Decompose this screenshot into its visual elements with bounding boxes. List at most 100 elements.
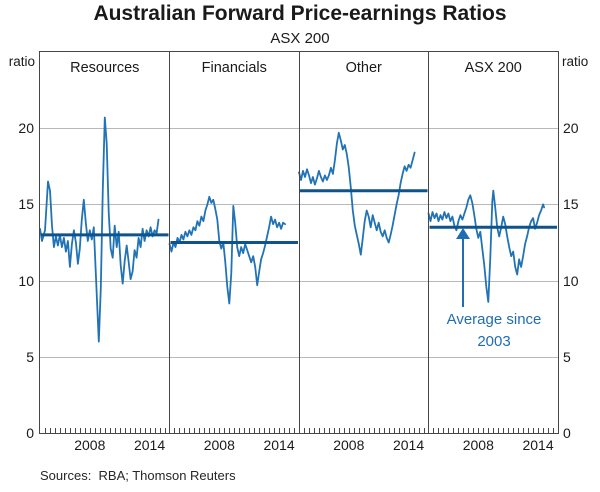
x-minor-tick bbox=[403, 428, 405, 433]
x-minor-tick bbox=[398, 428, 400, 433]
x-minor-tick bbox=[179, 428, 181, 433]
x-minor-tick bbox=[244, 428, 246, 433]
x-minor-tick bbox=[488, 428, 490, 433]
x-tick-label: 2008 bbox=[333, 437, 365, 453]
x-minor-tick bbox=[433, 428, 435, 433]
x-minor-tick bbox=[483, 428, 485, 433]
x-minor-tick bbox=[333, 428, 335, 433]
pe-series-resources bbox=[40, 116, 160, 343]
x-minor-tick bbox=[139, 428, 141, 433]
x-minor-tick bbox=[533, 428, 535, 433]
x-minor-tick bbox=[54, 428, 56, 433]
x-minor-tick bbox=[149, 428, 151, 433]
x-minor-tick bbox=[94, 428, 96, 433]
y-tick-label-right: 0 bbox=[563, 425, 571, 441]
x-minor-tick bbox=[503, 428, 505, 433]
x-minor-tick bbox=[69, 428, 71, 433]
x-minor-tick bbox=[493, 428, 495, 433]
x-minor-tick bbox=[234, 428, 236, 433]
x-minor-tick bbox=[308, 428, 310, 433]
x-minor-tick bbox=[443, 428, 445, 433]
x-minor-tick bbox=[229, 428, 231, 433]
x-minor-tick bbox=[473, 428, 475, 433]
x-minor-tick bbox=[348, 428, 350, 433]
pe-series-financials bbox=[168, 195, 287, 305]
x-minor-tick bbox=[538, 428, 540, 433]
panel-divider bbox=[169, 52, 170, 433]
x-minor-tick bbox=[89, 428, 91, 433]
x-minor-tick bbox=[373, 428, 375, 433]
sources-note: Sources: RBA; Thomson Reuters bbox=[40, 468, 236, 483]
x-minor-tick bbox=[303, 428, 305, 433]
x-minor-tick bbox=[543, 428, 545, 433]
x-minor-tick bbox=[64, 428, 66, 433]
x-minor-tick bbox=[318, 428, 320, 433]
x-minor-tick bbox=[209, 428, 211, 433]
x-minor-tick bbox=[438, 428, 440, 433]
x-tick-label: 2014 bbox=[133, 437, 166, 453]
x-minor-tick bbox=[279, 428, 281, 433]
x-minor-tick bbox=[523, 428, 525, 433]
x-minor-tick bbox=[368, 428, 370, 433]
average-annotation: Average since 2003 bbox=[424, 309, 564, 353]
x-minor-tick bbox=[134, 428, 136, 433]
x-minor-tick bbox=[44, 428, 46, 433]
x-minor-tick bbox=[144, 428, 146, 433]
x-minor-tick bbox=[363, 428, 365, 433]
x-minor-tick bbox=[219, 428, 221, 433]
x-minor-tick bbox=[224, 428, 226, 433]
x-minor-tick bbox=[418, 428, 420, 433]
x-minor-tick bbox=[104, 428, 106, 433]
x-minor-tick bbox=[259, 428, 261, 433]
x-tick-label: 2014 bbox=[392, 437, 425, 453]
panel-title: Resources bbox=[70, 60, 140, 76]
x-minor-tick bbox=[199, 428, 201, 433]
x-minor-tick bbox=[353, 428, 355, 433]
x-minor-tick bbox=[129, 428, 131, 433]
x-minor-tick bbox=[518, 428, 520, 433]
x-minor-tick bbox=[159, 428, 161, 433]
y-tick-label-left: 20 bbox=[18, 120, 34, 137]
panel-divider bbox=[428, 52, 429, 433]
average-annotation-line1: Average since bbox=[446, 311, 542, 328]
x-minor-tick bbox=[458, 428, 460, 433]
x-minor-tick bbox=[358, 428, 360, 433]
x-tick-label: 2014 bbox=[263, 437, 295, 453]
panel-title: ASX 200 bbox=[464, 60, 522, 76]
x-minor-tick bbox=[214, 428, 216, 433]
x-minor-tick bbox=[289, 428, 291, 433]
y-tick-label-left: 5 bbox=[26, 348, 34, 365]
average-annotation-line2: 2003 bbox=[477, 333, 511, 350]
annotation-arrow-head-icon bbox=[456, 228, 470, 240]
y-axis-unit-left: ratio bbox=[8, 54, 35, 69]
x-minor-tick bbox=[343, 428, 345, 433]
x-minor-tick bbox=[448, 428, 450, 433]
x-minor-tick bbox=[498, 428, 500, 433]
panel-divider bbox=[298, 52, 300, 433]
x-minor-tick bbox=[49, 428, 51, 433]
panel-title: Financials bbox=[201, 60, 267, 76]
chart-title: Australian Forward Price-earnings Ratios bbox=[93, 2, 507, 25]
x-minor-tick bbox=[478, 428, 480, 433]
x-minor-tick bbox=[313, 428, 315, 433]
x-minor-tick bbox=[254, 428, 256, 433]
y-tick-label-right: 20 bbox=[563, 120, 579, 137]
x-minor-tick bbox=[408, 428, 410, 433]
x-minor-tick bbox=[413, 428, 415, 433]
x-tick-label: 2008 bbox=[462, 437, 494, 453]
x-minor-tick bbox=[274, 428, 276, 433]
x-minor-tick bbox=[249, 428, 251, 433]
x-tick-label: 2008 bbox=[74, 437, 106, 453]
y-axis-unit-right: ratio bbox=[562, 54, 589, 69]
x-minor-tick bbox=[423, 428, 425, 433]
x-minor-tick bbox=[114, 428, 116, 433]
x-minor-tick bbox=[323, 428, 325, 433]
y-tick-label-left: 0 bbox=[26, 425, 34, 441]
x-minor-tick bbox=[239, 428, 241, 433]
y-tick-label-right: 15 bbox=[563, 196, 579, 213]
x-minor-tick bbox=[338, 428, 340, 433]
x-minor-tick bbox=[294, 428, 296, 433]
x-minor-tick bbox=[154, 428, 156, 433]
y-tick-label-left: 10 bbox=[18, 272, 34, 289]
